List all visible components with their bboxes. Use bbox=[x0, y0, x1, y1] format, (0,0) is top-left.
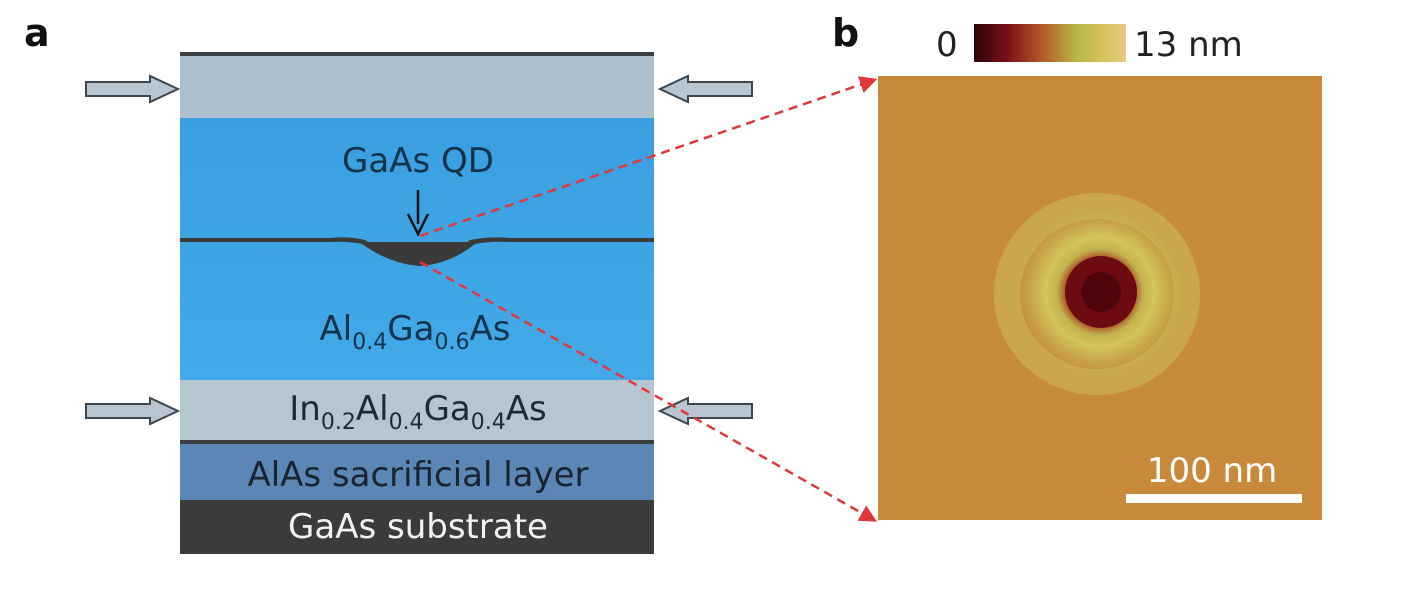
ingaalas-layer bbox=[180, 380, 654, 440]
zoom-line-bottom bbox=[419, 260, 878, 522]
panel-b-label: b bbox=[832, 11, 859, 55]
top-layer-edge bbox=[180, 52, 654, 56]
arrow-left-top bbox=[85, 74, 181, 104]
top-layer bbox=[180, 52, 654, 118]
arrow-right-top bbox=[657, 74, 753, 104]
arrow-right-bottom bbox=[657, 396, 753, 426]
algaas-label: Al0.4Ga0.6As bbox=[320, 309, 511, 355]
ingaalas-label: In0.2Al0.4Ga0.4As bbox=[289, 389, 546, 435]
alas-label: AlAs sacrificial layer bbox=[247, 455, 588, 495]
afm-ring-body bbox=[994, 193, 1200, 395]
colorbar bbox=[974, 24, 1126, 62]
scalebar bbox=[1126, 494, 1302, 503]
wetting-layer bbox=[180, 237, 654, 266]
panel-a-label: a bbox=[24, 11, 50, 55]
gaas-qd bbox=[362, 242, 478, 264]
scalebar-label: 100 nm bbox=[1147, 451, 1277, 491]
ingaalas-edge bbox=[180, 440, 654, 444]
qd-label: GaAs QD bbox=[342, 141, 494, 181]
afm-pit-core bbox=[1081, 272, 1121, 312]
colorbar-max-label: 13 nm bbox=[1134, 25, 1243, 65]
substrate-layer bbox=[180, 500, 654, 554]
colorbar-min-label: 0 bbox=[936, 25, 958, 65]
panel-b: b 0 13 nm 100 nm bbox=[832, 11, 1322, 520]
arrow-left-bottom bbox=[85, 396, 181, 426]
substrate-label: GaAs substrate bbox=[288, 507, 548, 547]
alas-layer bbox=[180, 444, 654, 500]
zoom-line-top bbox=[419, 76, 878, 238]
panel-a: a GaAs QD Al0.4Ga0.6As In0.2Al0.4Ga0.4As… bbox=[24, 11, 753, 554]
qd-pointer-head bbox=[406, 213, 430, 237]
